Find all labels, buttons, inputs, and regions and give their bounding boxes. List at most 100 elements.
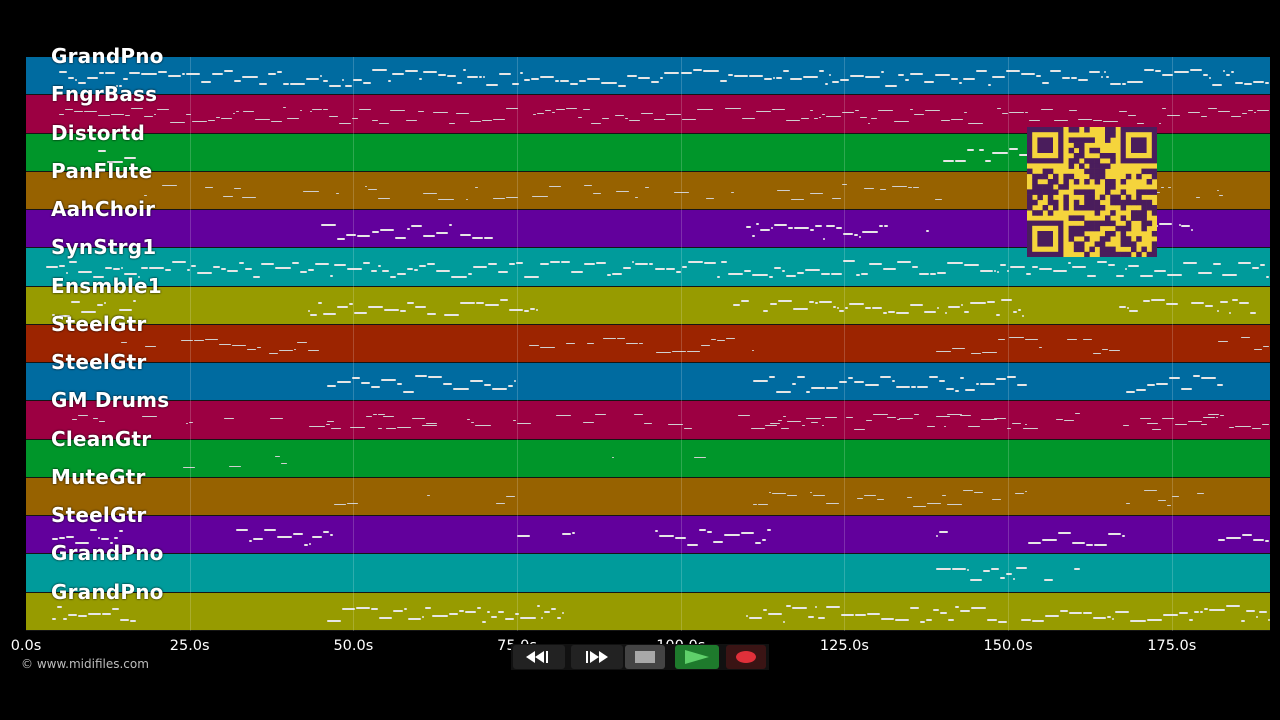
midi-note	[866, 612, 881, 615]
midi-note	[862, 231, 879, 234]
track-row[interactable]: Ensmble1	[26, 274, 1270, 325]
midi-note	[907, 497, 913, 499]
midi-note	[583, 108, 590, 110]
midi-note	[1175, 423, 1187, 425]
midi-note	[1265, 81, 1269, 84]
midi-note	[829, 73, 832, 76]
midi-note	[242, 76, 258, 79]
midi-note	[856, 498, 863, 500]
play-button[interactable]	[675, 645, 719, 669]
midi-note	[782, 620, 786, 623]
midi-note	[991, 567, 999, 570]
fast-forward-button[interactable]	[571, 645, 623, 669]
midi-note	[65, 109, 74, 110]
midi-note	[940, 120, 950, 122]
midi-note	[1082, 339, 1092, 341]
midi-note	[493, 198, 505, 200]
midi-note	[1006, 572, 1013, 575]
track-row[interactable]: SteelGtr	[26, 312, 1270, 364]
midi-note	[513, 379, 517, 382]
midi-note	[235, 529, 249, 532]
midi-note	[1039, 268, 1052, 271]
midi-note	[1025, 424, 1028, 426]
midi-note	[180, 339, 193, 341]
qr-code-icon[interactable]	[1027, 127, 1158, 258]
midi-note	[1006, 427, 1011, 429]
midi-note	[379, 123, 390, 124]
midi-note	[532, 114, 537, 116]
time-tick-label: 125.0s	[819, 638, 869, 654]
midi-note	[382, 269, 389, 272]
midi-note	[792, 307, 809, 310]
track-name: SynStrg1	[51, 235, 157, 260]
midi-note	[1161, 107, 1166, 109]
stop-button[interactable]	[625, 645, 665, 669]
midi-note	[193, 339, 205, 341]
midi-note	[399, 310, 406, 313]
midi-note	[466, 419, 471, 420]
midi-note	[1103, 70, 1106, 73]
midi-note	[406, 301, 414, 304]
midi-note	[464, 610, 476, 613]
midi-note	[759, 228, 771, 231]
midi-note	[947, 306, 961, 308]
midi-note	[954, 160, 967, 163]
midi-note	[1238, 302, 1249, 305]
midi-note	[88, 612, 101, 615]
midi-note	[967, 569, 970, 572]
midi-note	[1247, 109, 1254, 111]
midi-note	[583, 422, 595, 424]
midi-note	[123, 77, 128, 80]
midi-note	[133, 299, 137, 302]
midi-note	[811, 386, 825, 389]
midi-note	[99, 420, 106, 422]
midi-note	[438, 199, 455, 201]
midi-note	[826, 225, 836, 228]
transport-controls	[511, 644, 769, 670]
midi-note	[1251, 267, 1260, 270]
midi-note	[512, 83, 519, 86]
track-row[interactable]: MuteGtr	[26, 465, 1270, 517]
time-tick-label: 25.0s	[169, 638, 210, 654]
midi-note	[645, 187, 650, 189]
track-row[interactable]: CleanGtr	[26, 427, 1270, 478]
midi-note	[884, 225, 889, 228]
midi-note	[764, 78, 772, 81]
rewind-icon	[526, 651, 548, 663]
midi-note	[841, 112, 855, 114]
midi-note	[128, 71, 140, 74]
midi-note	[897, 261, 911, 264]
midi-note	[909, 606, 920, 609]
midi-note	[107, 161, 124, 164]
midi-note	[967, 149, 975, 152]
midi-note	[1022, 314, 1025, 317]
track-row[interactable]: SteelGtr	[26, 503, 1270, 555]
midi-note	[812, 494, 826, 496]
midi-note	[1242, 534, 1252, 537]
track-row[interactable]: GrandPno	[26, 44, 1270, 96]
midi-note	[744, 269, 752, 272]
track-row[interactable]: SteelGtr	[26, 350, 1270, 402]
midi-note	[1251, 427, 1262, 429]
midi-note	[447, 74, 456, 77]
midi-note	[157, 71, 168, 74]
midi-note	[1055, 419, 1063, 421]
midi-note	[634, 413, 643, 415]
midi-note	[263, 528, 277, 531]
track-row[interactable]: GrandPno	[26, 580, 1271, 631]
track-row[interactable]: GM Drums	[26, 388, 1270, 440]
midi-note	[427, 376, 443, 378]
midi-note	[663, 71, 680, 74]
midi-note	[530, 77, 539, 80]
midi-note	[183, 467, 196, 469]
rewind-button[interactable]	[513, 645, 565, 669]
midi-note	[249, 540, 252, 543]
midi-note	[322, 80, 328, 83]
midi-note	[432, 112, 448, 114]
midi-note	[130, 620, 137, 623]
track-row[interactable]: GrandPno	[26, 541, 1270, 593]
midi-note	[1078, 118, 1092, 120]
midi-note	[618, 84, 627, 87]
record-button[interactable]	[726, 645, 766, 669]
midi-note	[144, 116, 154, 118]
